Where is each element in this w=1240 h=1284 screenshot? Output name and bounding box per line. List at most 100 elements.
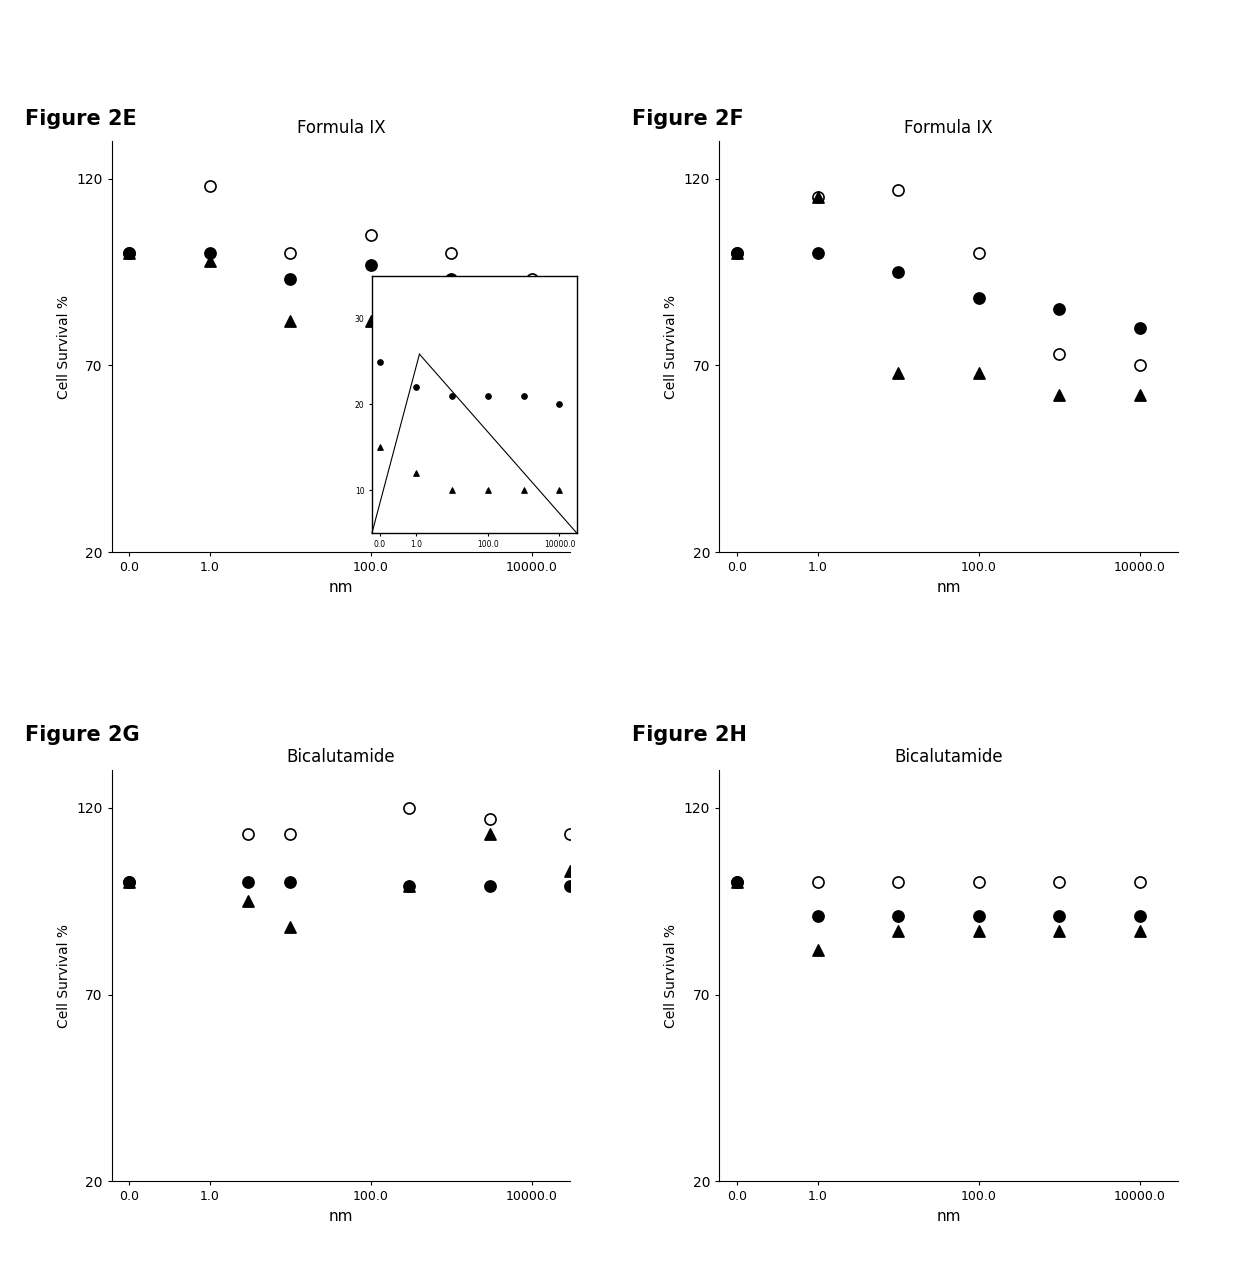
Point: [513, 480, 533, 501]
Point: [807, 872, 827, 892]
Point: [480, 823, 500, 844]
X-axis label: nm: nm: [329, 579, 353, 594]
Point: [727, 872, 746, 892]
Point: [968, 872, 988, 892]
Point: [1130, 356, 1149, 376]
Point: [549, 394, 569, 415]
Point: [441, 385, 461, 406]
Point: [361, 225, 381, 245]
Point: [361, 311, 381, 331]
Point: [238, 823, 258, 844]
Point: [441, 270, 461, 290]
Point: [807, 905, 827, 926]
Point: [513, 385, 533, 406]
Y-axis label: Cell Survival %: Cell Survival %: [665, 924, 678, 1027]
Point: [560, 862, 580, 882]
Point: [807, 187, 827, 208]
Point: [727, 872, 746, 892]
Text: Figure 2H: Figure 2H: [632, 725, 748, 746]
Point: [200, 243, 219, 263]
Point: [968, 905, 988, 926]
Point: [968, 921, 988, 941]
Y-axis label: Cell Survival %: Cell Survival %: [665, 295, 678, 398]
Point: [370, 352, 389, 372]
Point: [522, 325, 542, 345]
Text: ⊕: ⊕: [428, 340, 439, 353]
Point: [480, 876, 500, 896]
Point: [727, 243, 746, 263]
Point: [968, 288, 988, 308]
Point: [280, 917, 300, 937]
Point: [361, 254, 381, 275]
Point: [888, 872, 908, 892]
Point: [522, 270, 542, 290]
Point: [399, 876, 419, 896]
Point: [807, 187, 827, 208]
Text: Figure 2F: Figure 2F: [632, 109, 744, 130]
Point: [280, 823, 300, 844]
Point: [1049, 921, 1069, 941]
Point: [405, 462, 425, 483]
Point: [1130, 921, 1149, 941]
Point: [1049, 385, 1069, 406]
Point: [1130, 317, 1149, 338]
Point: [522, 280, 542, 300]
Point: [1049, 872, 1069, 892]
Point: [560, 876, 580, 896]
Point: [200, 176, 219, 196]
Point: [1049, 299, 1069, 320]
Point: [888, 362, 908, 383]
Point: [888, 921, 908, 941]
Point: [441, 480, 461, 501]
Title: Formula IX: Formula IX: [904, 119, 993, 137]
Point: [480, 809, 500, 829]
Point: [370, 437, 389, 457]
Point: [968, 362, 988, 383]
Text: Figure 2G: Figure 2G: [25, 725, 139, 746]
Point: [405, 377, 425, 398]
Point: [441, 321, 461, 342]
Point: [441, 243, 461, 263]
Point: [968, 243, 988, 263]
Point: [399, 797, 419, 818]
Point: [119, 243, 139, 263]
Point: [477, 480, 497, 501]
Point: [119, 872, 139, 892]
X-axis label: nm: nm: [936, 579, 961, 594]
Point: [119, 243, 139, 263]
Point: [119, 872, 139, 892]
Point: [280, 243, 300, 263]
Point: [238, 891, 258, 912]
Title: Formula IX: Formula IX: [296, 119, 386, 137]
Point: [119, 872, 139, 892]
Point: [1130, 385, 1149, 406]
Point: [807, 940, 827, 960]
Point: [1130, 905, 1149, 926]
Point: [280, 872, 300, 892]
Point: [1049, 344, 1069, 365]
Point: [560, 823, 580, 844]
Point: [119, 243, 139, 263]
Point: [549, 480, 569, 501]
Point: [280, 311, 300, 331]
Point: [399, 876, 419, 896]
Point: [200, 250, 219, 271]
Title: Bicalutamide: Bicalutamide: [894, 749, 1003, 767]
Point: [727, 872, 746, 892]
Point: [280, 270, 300, 290]
Point: [888, 180, 908, 200]
Point: [727, 243, 746, 263]
Y-axis label: Cell Survival %: Cell Survival %: [57, 295, 71, 398]
Point: [1130, 872, 1149, 892]
Point: [888, 262, 908, 282]
X-axis label: nm: nm: [936, 1208, 961, 1224]
Point: [807, 243, 827, 263]
Point: [1049, 905, 1069, 926]
Y-axis label: Cell Survival %: Cell Survival %: [57, 924, 71, 1027]
X-axis label: nm: nm: [329, 1208, 353, 1224]
Point: [477, 385, 497, 406]
Title: Bicalutamide: Bicalutamide: [286, 749, 396, 767]
Point: [727, 243, 746, 263]
Point: [888, 905, 908, 926]
Text: Figure 2E: Figure 2E: [25, 109, 136, 130]
